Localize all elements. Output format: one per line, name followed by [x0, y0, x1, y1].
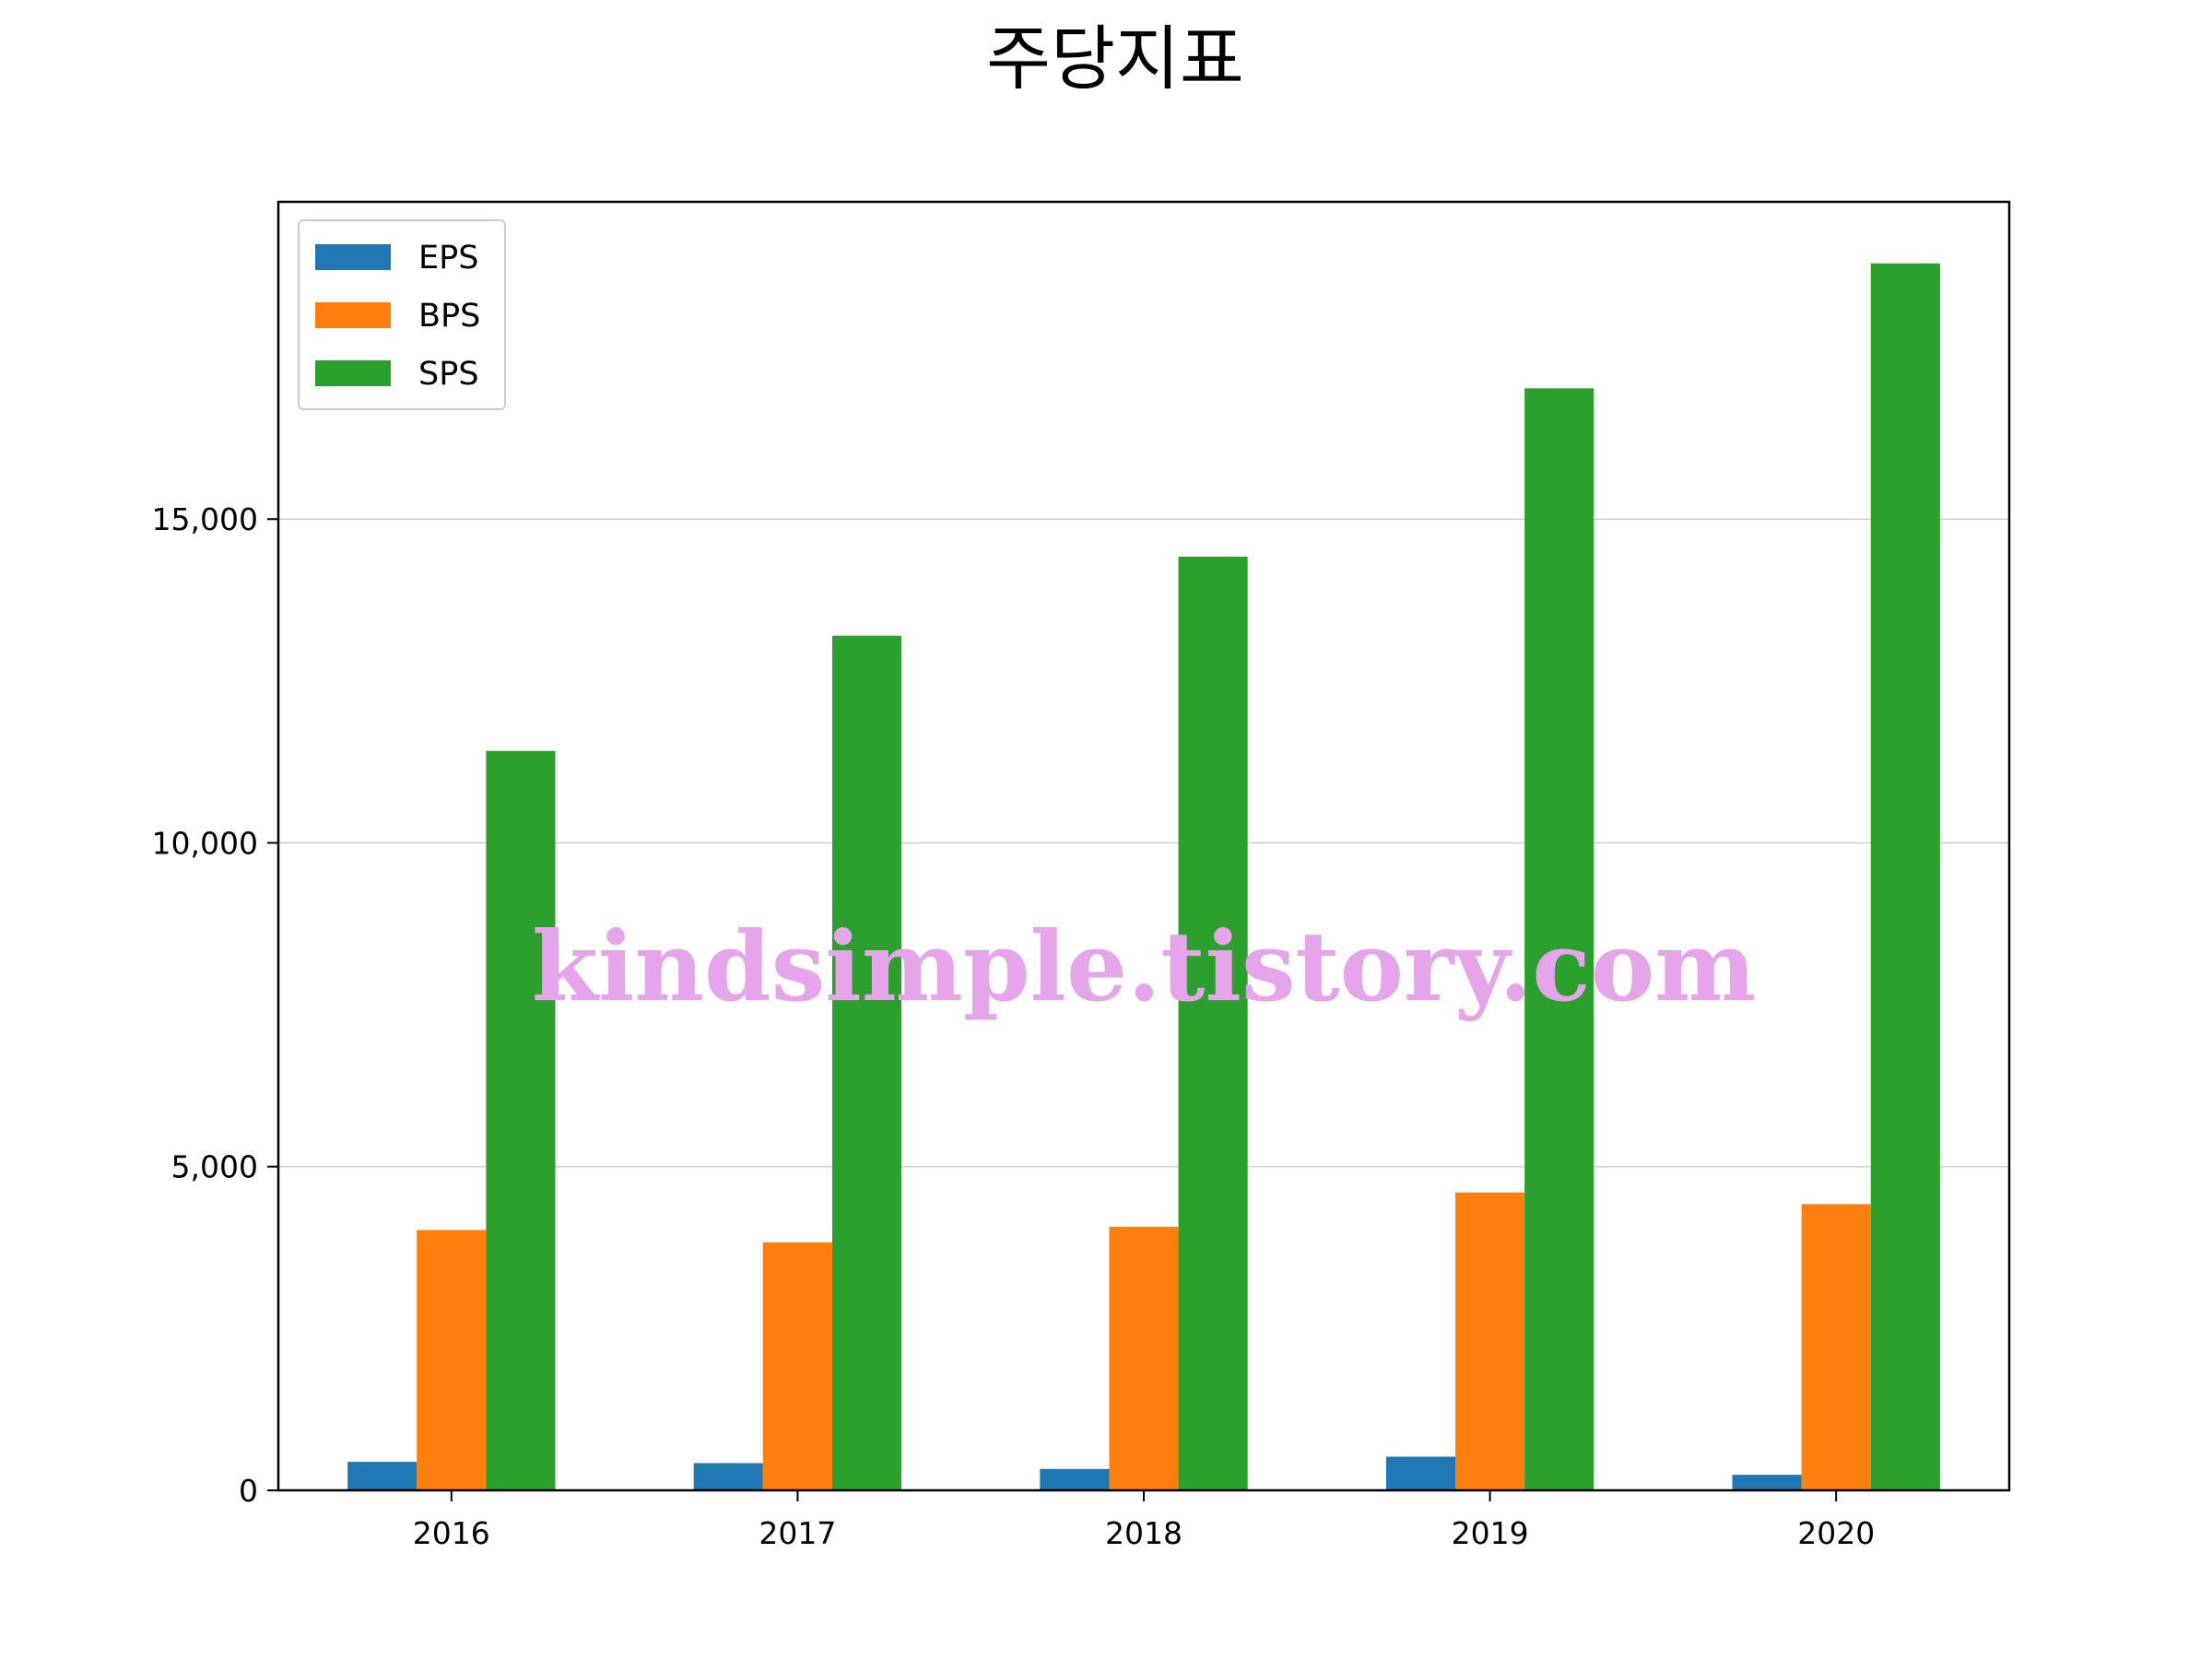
bar-eps-2016 [347, 1462, 418, 1490]
legend: EPS BPS SPS [298, 219, 506, 410]
bar-bps-2020 [1801, 1204, 1871, 1490]
legend-label-sps: SPS [418, 356, 479, 393]
x-tick-label: 2018 [1105, 1515, 1182, 1551]
bar-sps-2017 [831, 635, 902, 1490]
bar-eps-2020 [1732, 1475, 1802, 1490]
bar-sps-2020 [1870, 263, 1940, 1490]
legend-label-bps: BPS [418, 298, 480, 335]
bars [347, 263, 1940, 1490]
x-tick-label: 2020 [1797, 1515, 1875, 1551]
legend-label-eps: EPS [418, 240, 478, 276]
y-tick-label: 0 [239, 1473, 258, 1509]
bar-eps-2017 [693, 1463, 763, 1490]
legend-swatch-eps [315, 244, 391, 270]
legend-swatch-sps [315, 360, 391, 386]
x-axis: 2016 2017 2018 2019 2020 [413, 1490, 1875, 1551]
grid-lines [278, 518, 2009, 1168]
x-tick-label: 2017 [759, 1515, 836, 1551]
watermark: kindsimple.tistory.com [532, 910, 1756, 1023]
x-tick-label: 2019 [1452, 1515, 1529, 1551]
bar-bps-2018 [1109, 1227, 1179, 1490]
chart-title: 주당지표 [986, 18, 1244, 100]
bar-bps-2019 [1455, 1192, 1525, 1490]
y-tick-label: 15,000 [152, 501, 258, 537]
x-tick-label: 2016 [413, 1515, 490, 1551]
y-tick-label: 10,000 [152, 825, 258, 861]
legend-swatch-bps [315, 302, 391, 328]
bar-eps-2018 [1040, 1468, 1110, 1490]
bar-bps-2016 [417, 1230, 487, 1490]
bar-sps-2018 [1178, 556, 1248, 1490]
bar-sps-2019 [1524, 388, 1594, 1490]
bar-sps-2016 [486, 750, 556, 1490]
y-tick-label: 5,000 [171, 1149, 258, 1185]
bar-eps-2019 [1385, 1456, 1456, 1490]
bar-bps-2017 [762, 1241, 832, 1490]
y-axis: 0 5,000 10,000 15,000 [152, 501, 278, 1509]
